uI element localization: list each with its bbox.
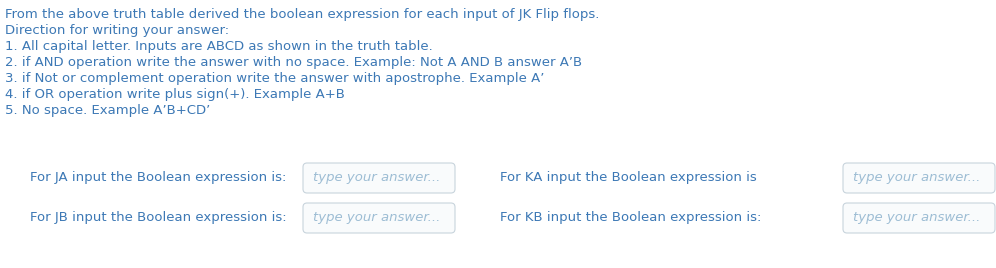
FancyBboxPatch shape — [843, 163, 995, 193]
Text: For KA input the Boolean expression is: For KA input the Boolean expression is — [500, 172, 757, 184]
Text: 1. All capital letter. Inputs are ABCD as shown in the truth table.: 1. All capital letter. Inputs are ABCD a… — [5, 40, 432, 53]
Text: type your answer...: type your answer... — [313, 172, 440, 184]
FancyBboxPatch shape — [843, 203, 995, 233]
Text: 3. if Not or complement operation write the answer with apostrophe. Example A’: 3. if Not or complement operation write … — [5, 72, 545, 85]
Text: type your answer...: type your answer... — [853, 211, 980, 225]
Text: 2. if AND operation write the answer with no space. Example: Not A AND B answer : 2. if AND operation write the answer wit… — [5, 56, 582, 69]
Text: From the above truth table derived the boolean expression for each input of JK F: From the above truth table derived the b… — [5, 8, 600, 21]
Text: 5. No space. Example A’B+CD’: 5. No space. Example A’B+CD’ — [5, 104, 210, 117]
Text: For JB input the Boolean expression is:: For JB input the Boolean expression is: — [30, 211, 287, 225]
Text: For JA input the Boolean expression is:: For JA input the Boolean expression is: — [30, 172, 287, 184]
FancyBboxPatch shape — [303, 163, 455, 193]
Text: For KB input the Boolean expression is:: For KB input the Boolean expression is: — [500, 211, 761, 225]
Text: type your answer...: type your answer... — [853, 172, 980, 184]
Text: Direction for writing your answer:: Direction for writing your answer: — [5, 24, 229, 37]
Text: type your answer...: type your answer... — [313, 211, 440, 225]
FancyBboxPatch shape — [303, 203, 455, 233]
Text: 4. if OR operation write plus sign(+). Example A+B: 4. if OR operation write plus sign(+). E… — [5, 88, 345, 101]
